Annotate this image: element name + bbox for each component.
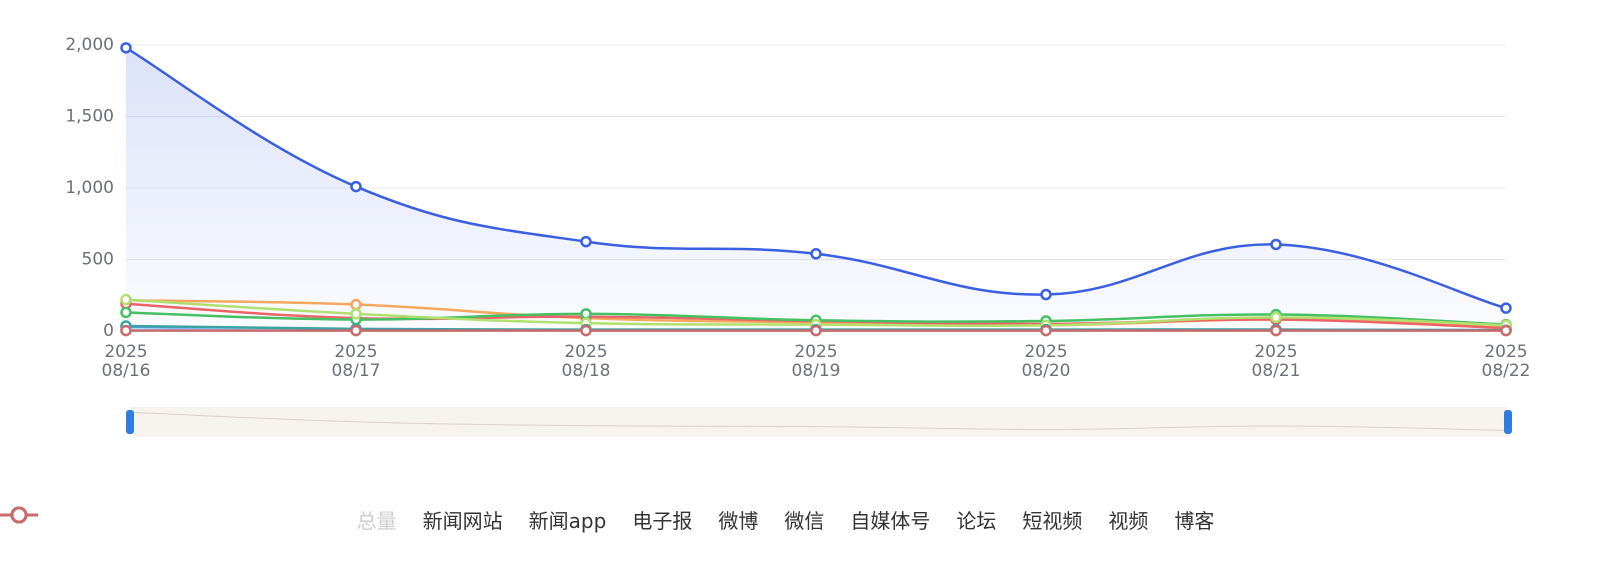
y-tick-label: 0	[103, 321, 114, 341]
legend-item[interactable]: 新闻app	[0, 505, 607, 534]
x-tick-label: 2025 08/20	[1021, 342, 1071, 381]
legend-item[interactable]: 论坛	[0, 505, 997, 534]
area	[126, 47, 1506, 332]
legend-label: 微信	[784, 509, 825, 533]
point	[580, 235, 592, 248]
y-tick-label: 500	[82, 250, 114, 270]
y-tick-label: 1,000	[65, 178, 114, 198]
legend-item[interactable]: 微信	[0, 505, 825, 534]
y-tick-label: 1,500	[65, 107, 114, 127]
legend-item[interactable]: 自媒体号	[0, 505, 931, 534]
legend-label: 新闻网站	[422, 509, 503, 533]
legend-label: 自媒体号	[850, 509, 931, 533]
zoom-handle[interactable]	[126, 410, 134, 434]
x-tick-label: 2025 08/18	[561, 342, 611, 381]
legend-label: 短视频	[1022, 509, 1083, 533]
legend-item[interactable]: 视频	[0, 505, 1149, 534]
point	[1040, 288, 1052, 301]
legend-item[interactable]: 总量	[0, 505, 397, 534]
point	[810, 248, 822, 260]
legend-label: 新闻app	[528, 509, 607, 533]
point	[350, 180, 362, 193]
legend-label: 微博	[718, 509, 759, 533]
legend-label: 博客	[1174, 509, 1215, 533]
legend-icon	[0, 506, 38, 524]
legend-label: 论坛	[956, 509, 997, 533]
legend-item[interactable]: 电子报	[0, 505, 693, 534]
legend-item[interactable]: 微博	[0, 505, 759, 534]
legend-label: 视频	[1108, 509, 1149, 533]
legend-item[interactable]: 短视频	[0, 505, 1083, 534]
x-tick-label: 2025 08/16	[101, 342, 151, 381]
legend-item[interactable]: 新闻网站	[0, 505, 503, 534]
y-tick-label: 2,000	[65, 35, 114, 55]
zoom-line	[129, 411, 1509, 431]
legend: 总量 新闻网站 新闻app 电子报 微博 微信 自媒体号 论坛 短视频 视频 博客	[0, 505, 1571, 534]
legend-marker	[10, 506, 28, 524]
point	[120, 42, 132, 54]
x-tick-label: 2025 08/17	[331, 342, 381, 381]
data-zoom[interactable]	[130, 407, 1508, 437]
x-tick-label: 2025 08/22	[1481, 342, 1531, 381]
x-tick-label: 2025 08/21	[1251, 342, 1301, 381]
legend-item[interactable]: 博客	[0, 505, 1215, 534]
zoom-handle[interactable]	[1504, 410, 1512, 434]
x-tick-label: 2025 08/19	[791, 342, 841, 381]
legend-label: 电子报	[632, 509, 693, 533]
point	[1270, 238, 1282, 251]
legend-label: 总量	[356, 509, 397, 533]
point	[1500, 302, 1512, 314]
